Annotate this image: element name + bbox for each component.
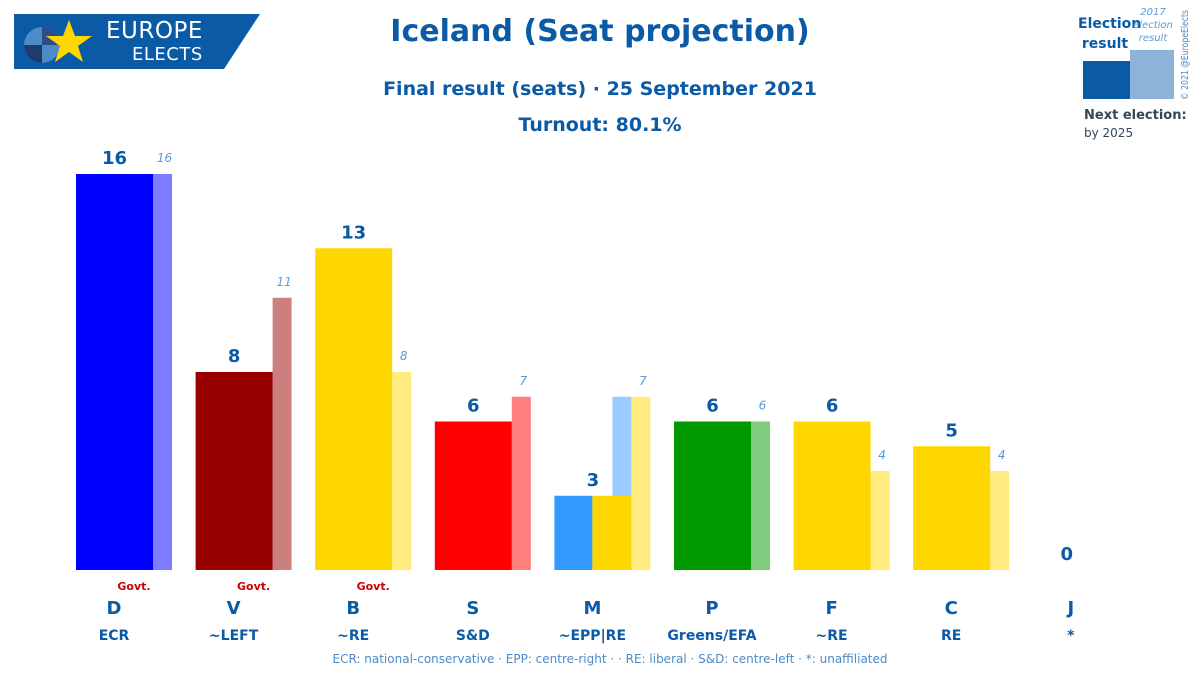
label-previous-P: 6 [759,399,767,413]
bar-current-B [315,248,393,570]
label-current-D: 16 [102,148,127,169]
label-current-B: 13 [341,222,366,243]
category-label-P: P [705,598,718,619]
govt-label-D: Govt. [117,580,150,593]
legend-previous-swatch [1130,50,1174,99]
seat-bar-chart: 16 16 Govt. D ECR 11 8 Govt. V ~LEFT 8 13 Govt. B ~RE 7… [76,148,1075,644]
label-current-P: 6 [706,396,719,417]
label-previous-S: 7 [519,374,527,388]
bar-previous-C [990,471,1010,570]
bar-current-P [674,421,751,570]
group-label-V: ~LEFT [209,628,259,644]
group-label-P: Greens/EFA [667,628,756,644]
bar-current-S [434,421,512,570]
bar-current-M-part2 [592,495,632,570]
label-previous-C: 4 [998,448,1006,462]
category-label-S: S [466,598,479,619]
bar-previous-D [153,174,172,570]
govt-label-V: Govt. [237,580,270,593]
group-label-D: ECR [99,628,130,644]
logo-star-icon [46,20,92,62]
label-current-F: 6 [826,396,839,417]
legend-previous-label: 2017 election result [1133,7,1173,44]
label-previous-D: 16 [157,151,173,165]
next-election-label: Next election: [1084,108,1187,123]
chart-title: Iceland (Seat projection) [390,14,810,49]
group-label-C: RE [941,628,961,644]
europe-elects-logo: EUROPE ELECTS [14,14,260,69]
label-current-C: 5 [945,420,958,441]
bar-previous-S [511,396,531,570]
copyright-text: © 2021 @EuropeElects [1180,10,1191,100]
legend-current-swatch [1083,61,1131,99]
group-label-J: * [1067,628,1075,644]
footnote: ECR: national-conservative · EPP: centre… [332,652,888,666]
bar-previous-M-part2 [631,396,651,570]
logo-banner [14,14,260,69]
bar-current-D [76,174,153,570]
bar-previous-P [751,421,770,570]
label-previous-F: 4 [878,448,886,462]
category-label-J: J [1065,598,1074,619]
category-label-M: M [583,598,601,619]
label-current-V: 8 [228,346,241,367]
bar-current-F [793,421,871,570]
bar-current-M [554,495,593,570]
logo-line2: ELECTS [132,44,203,65]
group-label-S: S&D [456,628,490,644]
label-previous-V: 11 [276,275,291,289]
bar-previous-V [272,297,292,570]
group-label-M: ~EPP|RE [559,628,626,644]
label-previous-M: 7 [639,374,647,388]
bar-current-C [913,446,991,570]
bar-previous-B [392,372,412,570]
next-election-value: by 2025 [1084,126,1134,140]
label-current-J: 0 [1061,544,1074,565]
group-label-B: ~RE [337,628,369,644]
logo-line1: EUROPE [106,18,203,44]
svg-text:© 2021 @EuropeElects: © 2021 @EuropeElects [1180,10,1191,100]
govt-label-B: Govt. [357,580,390,593]
category-label-C: C [945,598,958,619]
label-current-M: 3 [587,470,600,491]
legend-election-label: Election result [1078,16,1142,52]
chart-subtitle: Final result (seats) · 25 September 2021 [383,78,817,100]
category-label-B: B [346,598,360,619]
group-label-F: ~RE [816,628,848,644]
bar-previous-F [870,471,890,570]
category-label-D: D [107,598,122,619]
bar-current-V [195,372,273,570]
label-current-S: 6 [467,396,480,417]
category-label-F: F [825,598,837,619]
category-label-V: V [227,598,241,619]
label-previous-B: 8 [400,349,408,363]
turnout-label: Turnout: 80.1% [518,114,682,136]
